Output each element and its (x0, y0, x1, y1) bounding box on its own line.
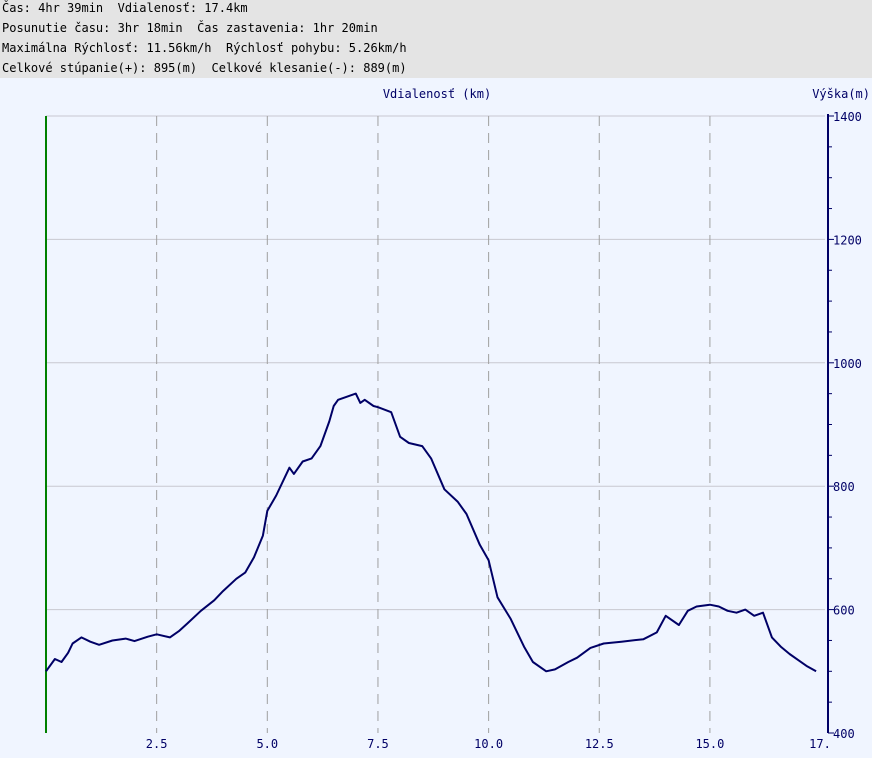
y-tick-label: 1400 (833, 110, 862, 124)
y-tick-label: 1000 (833, 357, 862, 371)
y-tick-label: 800 (833, 480, 855, 494)
elevation-chart: Vdialenosť (km) Výška(m) 400 600 800 1000 12… (0, 78, 872, 753)
elevation-line (45, 392, 817, 673)
stat-moving-stopped-time: Posunutie času: 3hr 18min Čas zastavenia… (2, 21, 378, 35)
y-tick-label: 1200 (833, 233, 862, 247)
x-tick-label: 2.5 (146, 737, 168, 751)
x-tick-label: 15.0 (695, 737, 724, 751)
tick-labels: 400 600 800 1000 1200 1400 2.5 5.0 7.5 10.0 12.5 15… (146, 110, 862, 751)
stat-time-distance: Čas: 4hr 39min Vdialenosť: 17.4km (2, 1, 248, 15)
y-tick-label: 400 (833, 727, 855, 741)
grid (46, 115, 825, 733)
stat-speed: Maximálna Rýchlosť: 11.56km/h Rýchlosť p… (2, 41, 407, 55)
chart-svg: Vdialenosť (km) Výška(m) 400 600 800 1000 12… (45, 87, 870, 751)
x-tick-label: 7.5 (367, 737, 389, 751)
stat-elevation-gain-loss: Celkové stúpanie(+): 895(m) Celkové kles… (2, 61, 407, 75)
stats-panel: Čas: 4hr 39min Vdialenosť: 17.4km Posunu… (0, 0, 872, 78)
x-axis-title: Vdialenosť (km) (383, 87, 491, 101)
axes (45, 114, 834, 734)
x-tick-label: 12.5 (585, 737, 614, 751)
series-layer (45, 392, 817, 673)
x-tick-label: 10.0 (474, 737, 503, 751)
x-tick-label: 17. (809, 737, 831, 751)
y-tick-label: 600 (833, 604, 855, 618)
x-tick-label: 5.0 (256, 737, 278, 751)
y-axis-title: Výška(m) (812, 87, 870, 101)
